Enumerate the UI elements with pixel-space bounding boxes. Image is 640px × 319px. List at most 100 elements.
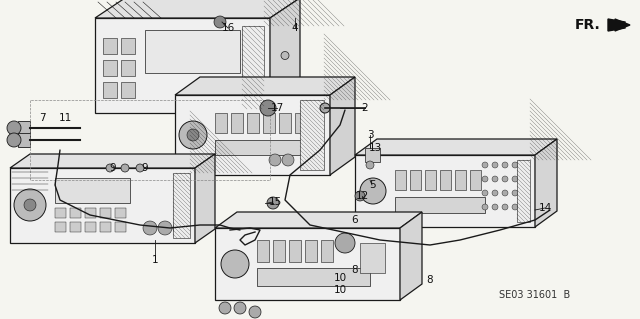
Polygon shape	[440, 170, 451, 190]
Polygon shape	[10, 154, 215, 168]
Polygon shape	[103, 60, 117, 76]
Polygon shape	[305, 240, 317, 262]
Circle shape	[482, 204, 488, 210]
Polygon shape	[247, 113, 259, 133]
Text: FR.: FR.	[575, 18, 601, 32]
Circle shape	[234, 302, 246, 314]
Polygon shape	[279, 113, 291, 133]
Circle shape	[106, 164, 114, 172]
Polygon shape	[242, 26, 264, 109]
Circle shape	[320, 103, 330, 113]
Text: 9: 9	[141, 163, 148, 173]
Polygon shape	[470, 170, 481, 190]
Polygon shape	[121, 38, 135, 54]
Circle shape	[260, 100, 276, 116]
Polygon shape	[18, 121, 30, 135]
Circle shape	[267, 197, 279, 209]
Circle shape	[482, 190, 488, 196]
Polygon shape	[85, 208, 96, 218]
Polygon shape	[55, 178, 130, 203]
Text: 8: 8	[352, 265, 358, 275]
Polygon shape	[70, 222, 81, 232]
Text: 16: 16	[221, 23, 235, 33]
Polygon shape	[365, 148, 380, 162]
Text: 4: 4	[292, 23, 298, 33]
Circle shape	[522, 204, 528, 210]
Polygon shape	[300, 100, 324, 170]
Polygon shape	[215, 212, 422, 228]
Circle shape	[121, 164, 129, 172]
Text: 10: 10	[333, 285, 347, 295]
Circle shape	[269, 154, 281, 166]
Circle shape	[360, 178, 386, 204]
Circle shape	[492, 204, 498, 210]
Polygon shape	[355, 155, 535, 227]
Circle shape	[187, 129, 199, 141]
Polygon shape	[215, 228, 400, 300]
Polygon shape	[608, 19, 625, 31]
Circle shape	[335, 233, 355, 253]
Text: 6: 6	[352, 215, 358, 225]
Polygon shape	[173, 173, 190, 238]
Circle shape	[502, 162, 508, 168]
Polygon shape	[145, 30, 240, 73]
Text: 5: 5	[369, 180, 375, 190]
Text: SE03 31601  B: SE03 31601 B	[499, 290, 571, 300]
Polygon shape	[195, 154, 215, 243]
Polygon shape	[121, 60, 135, 76]
Polygon shape	[231, 113, 243, 133]
Polygon shape	[70, 208, 81, 218]
Circle shape	[14, 189, 46, 221]
Polygon shape	[115, 222, 126, 232]
Circle shape	[482, 162, 488, 168]
Circle shape	[136, 164, 144, 172]
Circle shape	[179, 121, 207, 149]
Polygon shape	[257, 240, 269, 262]
Polygon shape	[395, 197, 485, 213]
Circle shape	[355, 191, 365, 201]
Text: 14: 14	[538, 203, 552, 213]
Circle shape	[502, 176, 508, 182]
Text: 7: 7	[38, 113, 45, 123]
Circle shape	[366, 161, 374, 169]
Circle shape	[502, 204, 508, 210]
Circle shape	[7, 133, 21, 147]
Circle shape	[221, 250, 249, 278]
Circle shape	[492, 190, 498, 196]
Text: 1: 1	[152, 255, 158, 265]
Polygon shape	[95, 18, 270, 113]
Polygon shape	[517, 160, 530, 222]
Circle shape	[512, 176, 518, 182]
Polygon shape	[395, 170, 406, 190]
Polygon shape	[103, 38, 117, 54]
Circle shape	[492, 162, 498, 168]
Polygon shape	[85, 222, 96, 232]
Polygon shape	[215, 140, 320, 155]
Circle shape	[512, 190, 518, 196]
Polygon shape	[289, 240, 301, 262]
Text: 10: 10	[333, 273, 347, 283]
Polygon shape	[270, 0, 300, 113]
Text: 15: 15	[268, 197, 282, 207]
Polygon shape	[100, 208, 111, 218]
Circle shape	[522, 176, 528, 182]
Polygon shape	[55, 222, 66, 232]
Polygon shape	[400, 212, 422, 300]
Polygon shape	[535, 139, 557, 227]
Polygon shape	[257, 268, 370, 286]
Circle shape	[7, 121, 21, 135]
Polygon shape	[95, 0, 300, 18]
Text: 3: 3	[367, 130, 373, 140]
Circle shape	[522, 190, 528, 196]
Polygon shape	[55, 208, 66, 218]
Polygon shape	[121, 82, 135, 98]
Text: 13: 13	[369, 143, 381, 153]
Polygon shape	[10, 168, 195, 243]
Polygon shape	[175, 77, 355, 95]
Polygon shape	[425, 170, 436, 190]
Polygon shape	[360, 243, 385, 273]
Polygon shape	[615, 19, 630, 31]
Polygon shape	[175, 95, 330, 175]
Text: 17: 17	[270, 103, 284, 113]
Polygon shape	[295, 113, 307, 133]
